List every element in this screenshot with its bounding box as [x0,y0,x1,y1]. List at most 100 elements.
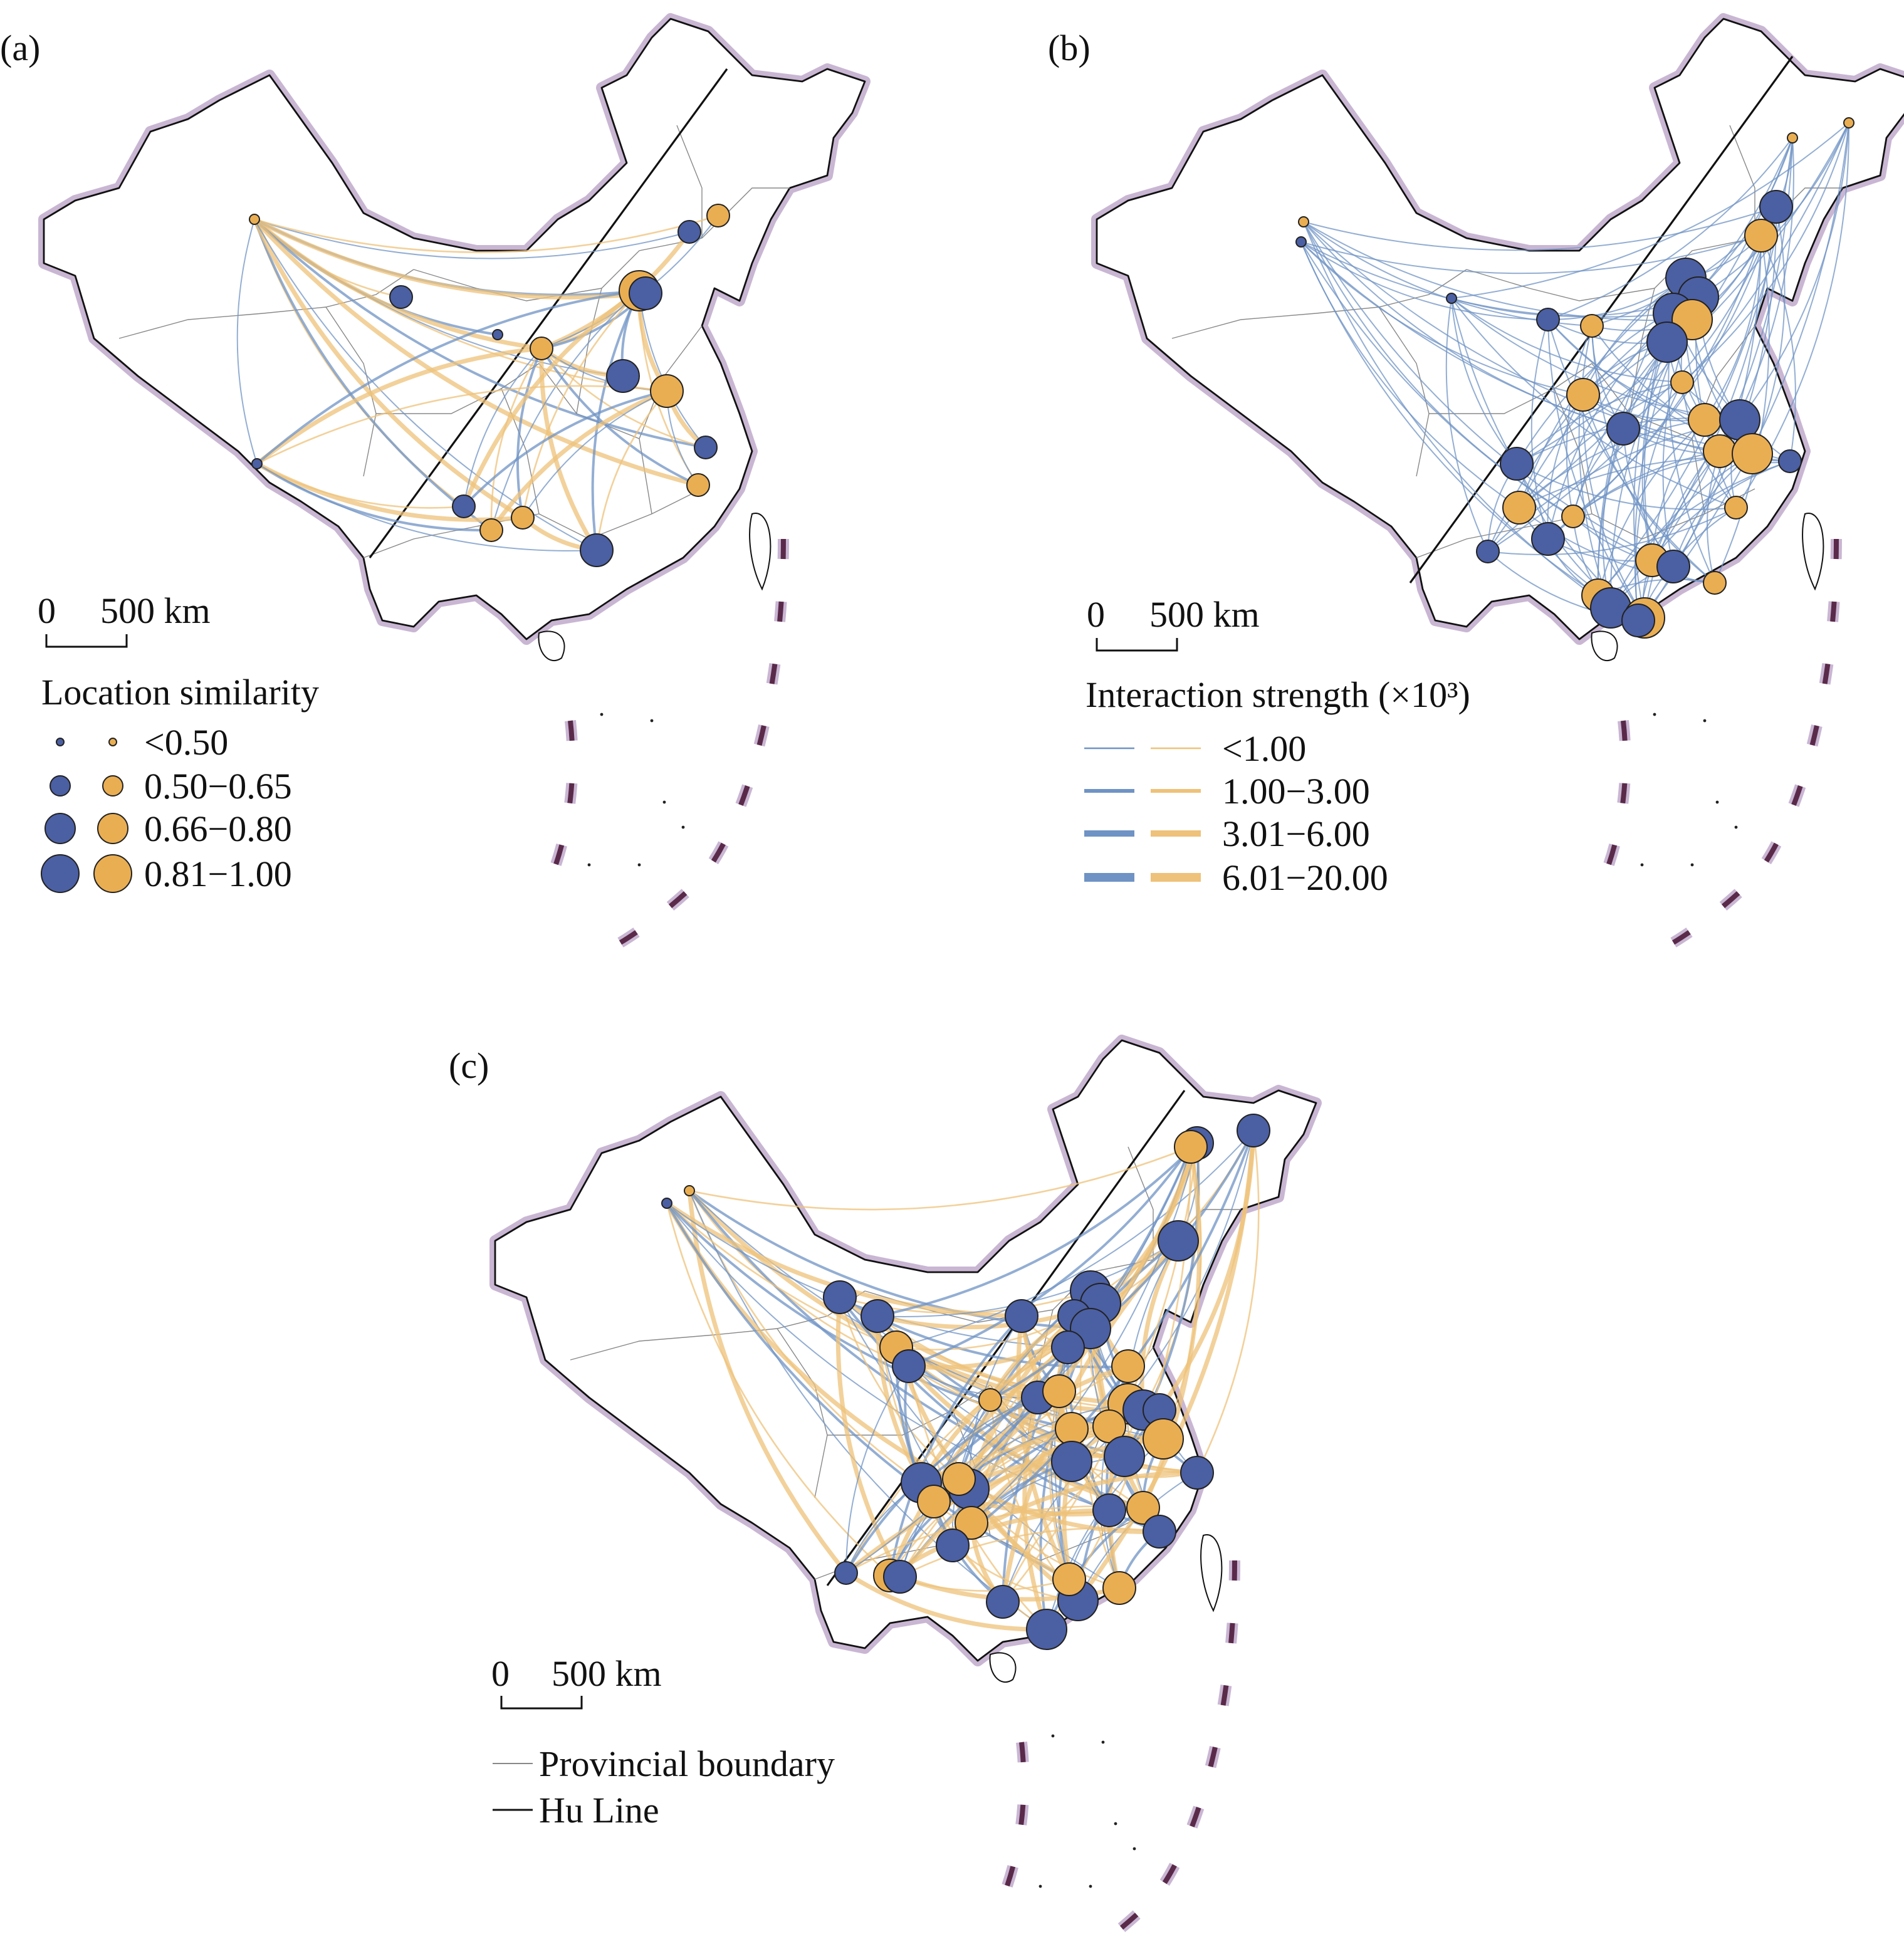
flow [591,290,641,551]
node [834,1561,858,1585]
map-b [1097,19,1904,943]
flow [1651,419,1705,561]
node [684,1185,695,1196]
node [530,337,553,360]
node [1143,1418,1184,1460]
flow [236,219,258,464]
node [479,518,503,542]
legend-item: Hu Line [539,1790,659,1831]
scale-label: 0 [491,1653,510,1694]
legend-item: <1.00 [1222,728,1306,769]
node [1759,190,1793,224]
node [1102,1571,1136,1605]
node [1688,403,1722,437]
flow [1300,241,1599,596]
node [1703,434,1737,468]
node [1042,1374,1076,1408]
flow [463,390,667,508]
flow [908,1146,1192,1367]
hu-line [369,68,728,558]
node [883,1560,917,1594]
flow [666,1203,891,1576]
flow [256,385,667,465]
flow [1610,453,1753,609]
legend-item: 0.81−1.00 [144,854,292,894]
flow [254,219,597,551]
flow [899,1527,1160,1578]
flow [490,348,543,531]
node [251,458,263,469]
node [1502,491,1536,525]
legend-item: 6.01−20.00 [1222,857,1388,898]
flow [845,1571,1047,1632]
flow [1445,298,1488,552]
flow [877,1142,1198,1317]
legend-title: Location similarity [41,672,319,713]
flow [1566,325,1593,517]
flow [1516,463,1737,510]
legend-item: 3.01−6.00 [1222,813,1370,854]
flow [689,1146,1191,1211]
node [677,220,701,244]
flow [461,289,641,508]
node [1104,1436,1145,1477]
node [986,1585,1020,1619]
flow [1519,342,1668,508]
node [1724,496,1748,520]
scale-bar: 0 500 km [1087,594,1260,652]
scale-bar: 0 500 km [491,1653,662,1710]
flow [254,214,719,253]
node [1143,1515,1176,1549]
flow [1300,241,1549,320]
node [1055,1412,1089,1446]
flow [1547,235,1762,540]
node [1566,378,1600,412]
flow [1303,221,1674,567]
flow [835,1297,902,1578]
flow [1487,122,1849,552]
scale-label: 0 [38,590,56,631]
node [249,214,260,225]
node [650,374,684,408]
node [1500,447,1534,481]
scale-label: 0 [1087,594,1105,635]
flow [253,217,646,300]
flow [1752,206,1786,454]
node [389,285,413,309]
flow [256,290,640,465]
legend-title: Interaction strength (×10³) [1085,674,1470,715]
node [1732,433,1773,474]
node [1180,1456,1214,1490]
node [917,1485,951,1518]
flow [666,1202,1070,1581]
node [1670,370,1694,394]
flow [1519,419,1705,508]
node [1531,522,1565,556]
node [936,1528,970,1562]
flow [595,390,667,551]
flow [1598,419,1705,596]
scale-label: 500 km [1149,594,1260,635]
node [860,1299,894,1333]
flow [253,219,493,531]
node [1126,1491,1160,1525]
node [1778,449,1802,473]
scale-label: 500 km [552,1653,662,1694]
node [1656,550,1690,583]
node [942,1462,976,1496]
flow [639,290,706,448]
node [1174,1130,1208,1164]
flow [256,463,597,551]
flow [1547,319,1645,619]
node [1703,571,1727,595]
flow [899,1290,1091,1577]
node [1295,236,1307,248]
node [694,436,718,459]
node [706,204,730,227]
node [978,1388,1002,1412]
flow [1049,1391,1070,1580]
flow [971,1142,1198,1523]
flow [1714,235,1770,583]
node [1005,1299,1038,1333]
node [1051,1441,1092,1482]
